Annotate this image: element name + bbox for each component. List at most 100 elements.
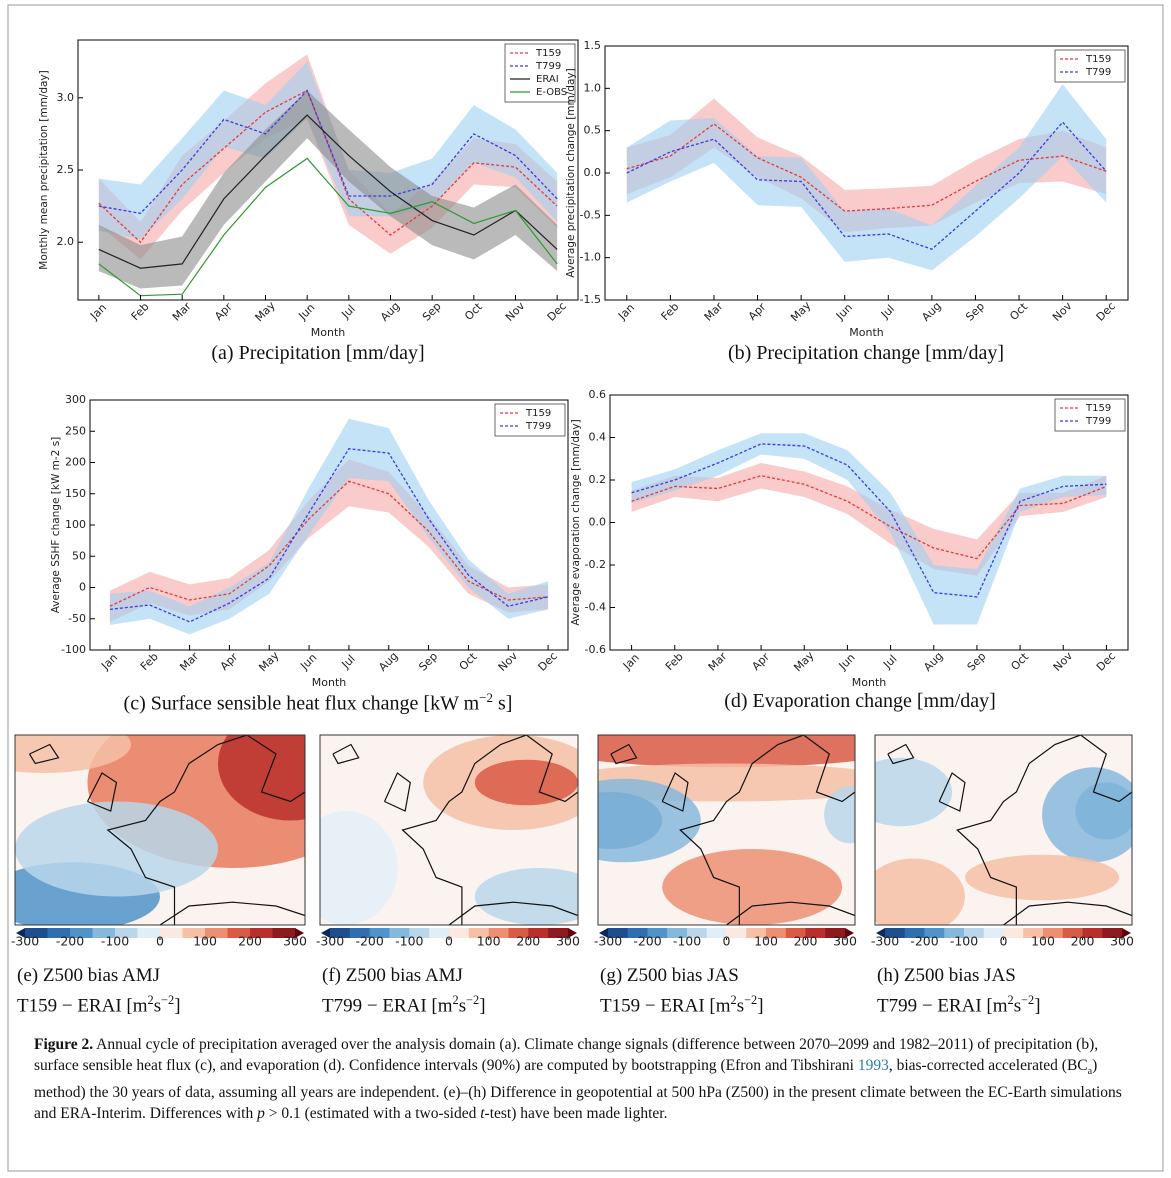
series-line [98, 89, 558, 244]
map-field [824, 786, 855, 844]
colorbar-tick-label: 100 [1031, 934, 1055, 949]
x-tick-label: Aug [921, 649, 945, 673]
y-axis-label: Average precipitation change [mm/day] [565, 68, 577, 277]
colorbar-segment [726, 928, 747, 938]
chart-caption: (a) Precipitation [mm/day] [211, 342, 424, 365]
map-field [474, 759, 578, 806]
x-tick-label: May [791, 649, 817, 675]
colorbar-segment [47, 928, 71, 938]
series-line [98, 89, 558, 215]
map-field [875, 757, 953, 827]
confidence-band [626, 84, 1107, 271]
x-tick-label: Aug [376, 649, 400, 673]
colorbar-tick-label: 300 [833, 934, 857, 949]
colorbar-segment [983, 928, 1004, 938]
coastline [679, 735, 855, 925]
caption-text: -test) have been made lighter. [484, 1105, 668, 1123]
y-tick-label: -1.5 [580, 293, 601, 306]
x-tick-label: Jun [833, 301, 855, 323]
caption-text: T799 − ERAI [m [877, 995, 1008, 1017]
x-tick-label: Jul [338, 302, 357, 321]
series-line [109, 448, 549, 623]
x-tick-label: Mar [702, 299, 726, 323]
series-line [98, 114, 558, 269]
colorbar-segment [1062, 928, 1083, 938]
coastline [610, 743, 638, 765]
confidence-band [631, 433, 1107, 625]
map-field [662, 849, 843, 925]
colorbar-tick-label: 0 [445, 934, 453, 949]
caption-text: (h) Z500 bias JAS [877, 965, 1016, 986]
colorbar-segment [349, 928, 371, 938]
x-tick-label: Dec [536, 650, 560, 674]
colorbar-segment [964, 928, 985, 938]
citation-link[interactable]: 1993 [857, 1057, 889, 1074]
chart-caption: (b) Precipitation change [mm/day] [728, 342, 1004, 365]
colorbar-segment [429, 928, 450, 938]
caption-superscript: 2 [147, 993, 154, 1007]
colorbar-segment [330, 928, 351, 938]
caption-superscript: 2 [730, 993, 737, 1007]
legend-box [1054, 398, 1126, 432]
colorbar-extend [845, 928, 854, 938]
colorbar-tick-label: 0 [723, 934, 731, 949]
coastline [956, 735, 1132, 925]
colorbar-segment [409, 928, 430, 938]
colorbar-tick-label: 300 [1110, 934, 1134, 949]
colorbar-segment [389, 928, 410, 938]
confidence-band [626, 98, 1107, 233]
caption-text: s [458, 995, 467, 1017]
x-tick-label: May [256, 649, 282, 675]
caption-subscript: a [1087, 1066, 1093, 1078]
colorbar-tick-label: 300 [283, 934, 307, 949]
figure-caption: Figure 2. Annual cycle of precipitation … [34, 1034, 1144, 1124]
colorbar-tick-label: -100 [395, 934, 423, 949]
colorbar-tick-label: -300 [316, 934, 344, 949]
x-tick-label: Jan [98, 651, 120, 673]
legend-label: T799 [525, 421, 551, 432]
map-field [15, 735, 131, 773]
y-tick-label: 150 [65, 487, 86, 500]
caption-superscript: −2 [744, 993, 758, 1007]
x-tick-label: Sep [965, 650, 989, 674]
caption-text: T159 − ERAI [m [600, 995, 731, 1017]
x-tick-label: Oct [457, 650, 480, 673]
coastline [383, 772, 411, 812]
colorbar-segment [449, 928, 470, 938]
coastline [106, 735, 305, 925]
map [320, 735, 578, 925]
caption-superscript: −2 [466, 993, 480, 1007]
caption-text: T799 − ERAI [m [322, 995, 453, 1017]
colorbar-tick-label: -100 [673, 934, 701, 949]
x-tick-label: Jul [880, 652, 899, 671]
colorbar-segment [706, 928, 727, 938]
map-caption: T799 − ERAI [m2s−2] [322, 988, 486, 1018]
colorbar-segment [250, 928, 273, 938]
colorbar-tick-label: 200 [794, 934, 818, 949]
colorbar-segment [924, 928, 945, 938]
map [15, 735, 305, 925]
x-tick-label: Aug [919, 299, 943, 323]
colorbar-tick-label: -300 [11, 934, 39, 949]
x-tick-label: Mar [706, 649, 730, 673]
coastline [448, 901, 578, 925]
caption-text: s [736, 995, 745, 1017]
caption-text: (c) Surface sensible heat flux change [k… [123, 692, 480, 715]
legend-label: T159 [525, 408, 551, 419]
colorbar-tick-label: -200 [56, 934, 84, 949]
colorbar-tick-label: 300 [556, 934, 580, 949]
y-tick-label: 250 [65, 424, 86, 437]
x-tick-label: Oct [462, 300, 485, 323]
colorbar-segment [182, 928, 206, 938]
x-tick-label: Nov [1051, 649, 1076, 674]
colorbar-tick-label: 0 [1000, 934, 1008, 949]
y-tick-label: -0.4 [585, 601, 606, 614]
y-axis-label: Monthly mean precipitation [mm/day] [38, 70, 50, 269]
x-tick-label: Oct [1007, 300, 1030, 323]
colorbar-extend [876, 928, 885, 938]
map [875, 735, 1132, 925]
legend-label: E-OBS [536, 87, 567, 98]
y-tick-label: 0.5 [584, 124, 602, 137]
caption-text: (f) Z500 bias AMJ [322, 965, 463, 986]
